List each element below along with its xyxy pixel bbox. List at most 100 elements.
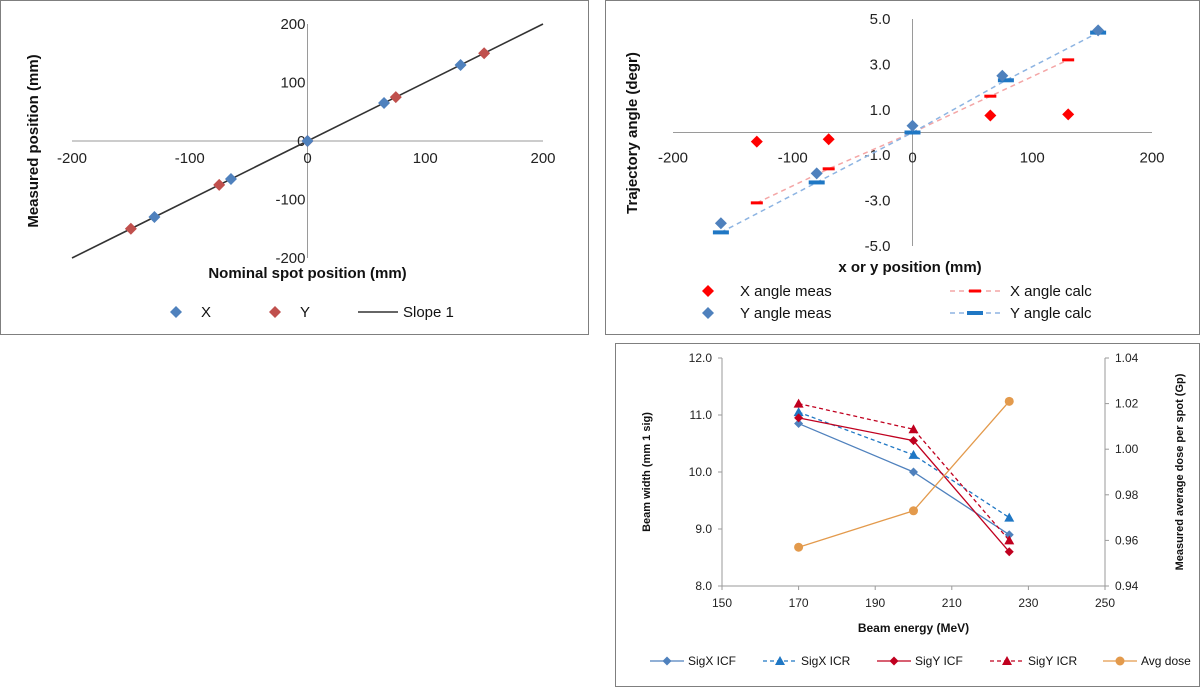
x-tick-label: 200 [1139, 150, 1164, 167]
series-point-2 [1004, 547, 1014, 557]
y-tick-label: 11.0 [690, 408, 713, 422]
y-tick-label: 1.0 [870, 102, 891, 119]
y-tick-label: 5.0 [870, 11, 891, 28]
y-tick-label: 8.0 [695, 579, 712, 593]
legend-label-2: SigY ICF [915, 654, 963, 668]
y-tick-label: 10.0 [689, 465, 713, 479]
y-angle-calc-point [808, 180, 825, 185]
legend-label-3: SigY ICR [1028, 654, 1077, 668]
legend-slope-label: Slope 1 [403, 304, 454, 321]
x-tick-label: 170 [789, 596, 809, 610]
x-angle-meas-point [822, 133, 835, 146]
series-point-1 [908, 449, 919, 459]
series-point-4 [909, 506, 918, 516]
series-line-0 [798, 422, 1010, 536]
x-tick-label: -200 [57, 150, 87, 167]
legend-x-label: X [201, 304, 211, 321]
series-line-1 [798, 411, 1010, 519]
x-tick-label: -100 [778, 150, 808, 167]
y-point [389, 91, 402, 104]
legend-marker-1 [775, 656, 785, 665]
trajectory-chart: -200 -100 0 100 200 -5.0 -3.0 -1.0 1.0 3.0 5.0 x or… [624, 11, 1165, 322]
series-point-4 [1004, 396, 1014, 406]
x-angle-calc-point [750, 201, 763, 205]
legend-x-calc-label: X angle calc [1010, 283, 1092, 300]
y2-tick-label: 0.98 [1115, 488, 1139, 502]
y-axis-title: Measured position (mm) [25, 54, 42, 227]
legend-label-0: SigX ICF [688, 654, 736, 668]
legend-marker-4 [1115, 656, 1125, 666]
series-point-0 [1004, 530, 1014, 540]
legend-x-calc-marker [969, 289, 981, 293]
legend-y-calc-label: Y angle calc [1010, 305, 1092, 322]
legend-x-meas-marker [702, 285, 714, 297]
x-axis-title: x or y position (mm) [838, 259, 981, 276]
legend-x-marker [170, 306, 182, 318]
trajectory-chart-panel: -200 -100 0 100 200 -5.0 -3.0 -1.0 1.0 3.0 5.0 x or… [605, 0, 1200, 335]
x-tick-label: 250 [1095, 596, 1115, 610]
x-angle-meas-point [750, 135, 763, 148]
series-point-1 [793, 407, 804, 417]
y2-tick-label: 1.02 [1115, 397, 1139, 411]
legend-label-1: SigX ICR [801, 654, 851, 668]
series-point-0 [794, 419, 804, 429]
x-point [454, 58, 467, 71]
x-axis-title: Beam energy (MeV) [858, 621, 969, 635]
y-angle-calc-point [904, 130, 921, 135]
legend-y-calc-marker [967, 311, 983, 315]
legend-label-4: Avg dose [1141, 654, 1191, 668]
x-tick-label: 100 [413, 150, 438, 167]
y-angle-meas-point [810, 167, 823, 180]
series-line-4 [798, 400, 1010, 548]
y-tick-label: -100 [275, 192, 305, 209]
y-tick-label: 100 [280, 75, 305, 92]
y2-tick-label: 0.94 [1115, 579, 1139, 593]
y-tick-label: -1.0 [865, 147, 891, 164]
legend-y-marker [269, 306, 281, 318]
y-tick-label: 9.0 [695, 522, 712, 536]
legend-marker-3 [1002, 656, 1012, 665]
x-point [378, 96, 391, 109]
y-angle-meas-point [1092, 24, 1105, 37]
y-angle-calc-point [997, 78, 1014, 83]
y-tick-label: 0 [297, 133, 305, 150]
y-angle-calc-point [712, 230, 729, 235]
y-angle-meas-point [906, 119, 919, 132]
y-tick-label: 3.0 [870, 56, 891, 73]
legend-marker-2 [889, 656, 899, 666]
x-tick-label: 100 [1020, 150, 1045, 167]
y-point [478, 47, 491, 60]
x-angle-calc-point [1062, 58, 1075, 62]
x-tick-label: -200 [658, 150, 688, 167]
x-angle-calc-point [984, 94, 997, 98]
y-tick-label: -5.0 [865, 238, 891, 255]
series-point-1 [1004, 512, 1015, 522]
x-tick-label: 190 [865, 596, 885, 610]
x-angle-calc-point [822, 167, 835, 171]
x-tick-label: 0 [908, 150, 916, 167]
series-point-2 [794, 413, 804, 423]
legend-y-meas-label: Y angle meas [740, 305, 831, 322]
x-tick-label: 0 [303, 150, 311, 167]
y-tick-label: 200 [280, 16, 305, 33]
legend-x-meas-label: X angle meas [740, 283, 832, 300]
legend-y-label: Y [300, 304, 310, 321]
legend-y-meas-marker [702, 307, 714, 319]
x-tick-label: 210 [942, 596, 962, 610]
series-point-3 [908, 424, 919, 434]
series-point-0 [909, 467, 918, 477]
x-tick-label: 150 [712, 596, 732, 610]
y-point [213, 178, 226, 191]
y-tick-label: -3.0 [865, 193, 891, 210]
x-point [148, 211, 161, 224]
beam-width-chart-panel: 150 170 190 210 230 250 8.0 9.0 10.0 11.0 12.0 0.94… [615, 343, 1200, 687]
y-tick-label: -200 [275, 250, 305, 267]
series-point-3 [793, 398, 804, 408]
x-tick-label: -100 [175, 150, 205, 167]
x-tick-label: 200 [530, 150, 555, 167]
y2-axis-title: Measured average dose per spot (Gp) [1174, 373, 1186, 570]
x-angle-meas-point [1062, 108, 1075, 121]
y-axis-title: Beam width (mm 1 sig) [641, 412, 653, 532]
y2-tick-label: 1.04 [1115, 351, 1139, 365]
x-tick-label: 230 [1018, 596, 1038, 610]
